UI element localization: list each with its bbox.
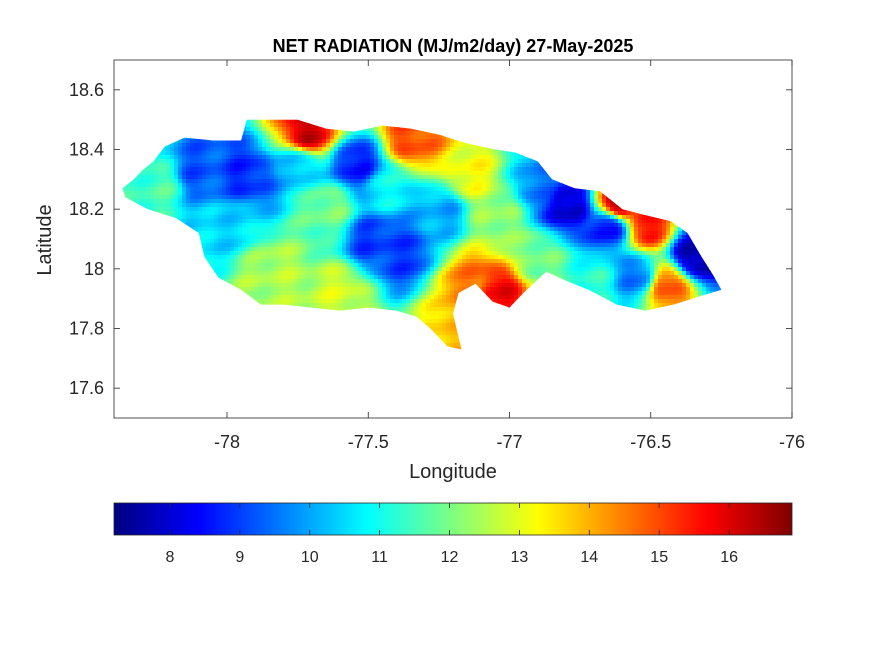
field-cells	[122, 119, 722, 350]
y-tick-label: 17.8	[69, 319, 104, 339]
y-tick-label: 18.2	[69, 199, 104, 219]
x-axis-label: Longitude	[409, 461, 497, 483]
y-tick-label: 18	[84, 259, 104, 279]
plot-area-box	[113, 59, 793, 419]
chart-title: NET RADIATION (MJ/m2/day) 27-May-2025	[273, 36, 634, 56]
net-radiation-field	[122, 119, 722, 350]
x-tick-label: -77.5	[348, 432, 389, 452]
colorbar-tick-label: 12	[441, 549, 459, 566]
colorbar-tick-label: 11	[371, 549, 388, 566]
x-axis: -78 -77.5 -77 -76.5 -76	[214, 60, 805, 452]
colorbar-tick-label: 14	[580, 549, 598, 566]
x-tick-label: -77	[496, 432, 522, 452]
y-tick-label: 18.6	[69, 80, 104, 100]
colorbar-tick-label: 9	[235, 549, 244, 566]
colorbar-ticks: 8 9 10 11 12 13 14 15 16	[165, 503, 738, 566]
x-tick-label: -76	[779, 432, 805, 452]
y-tick-label: 17.6	[69, 378, 104, 398]
x-tick-label: -76.5	[630, 432, 671, 452]
colorbar-tick-label: 8	[165, 549, 174, 566]
colorbar	[113, 502, 793, 536]
colorbar-tick-label: 16	[720, 549, 738, 566]
y-tick-label: 18.4	[69, 140, 104, 160]
y-axis-label: Latitude	[34, 204, 56, 275]
y-axis: 17.6 17.8 18 18.2 18.4 18.6	[69, 80, 792, 398]
colorbar-tick-label: 15	[650, 549, 668, 566]
x-tick-label: -78	[214, 432, 240, 452]
colorbar-tick-label: 10	[301, 549, 319, 566]
colorbar-tick-label: 13	[511, 549, 529, 566]
